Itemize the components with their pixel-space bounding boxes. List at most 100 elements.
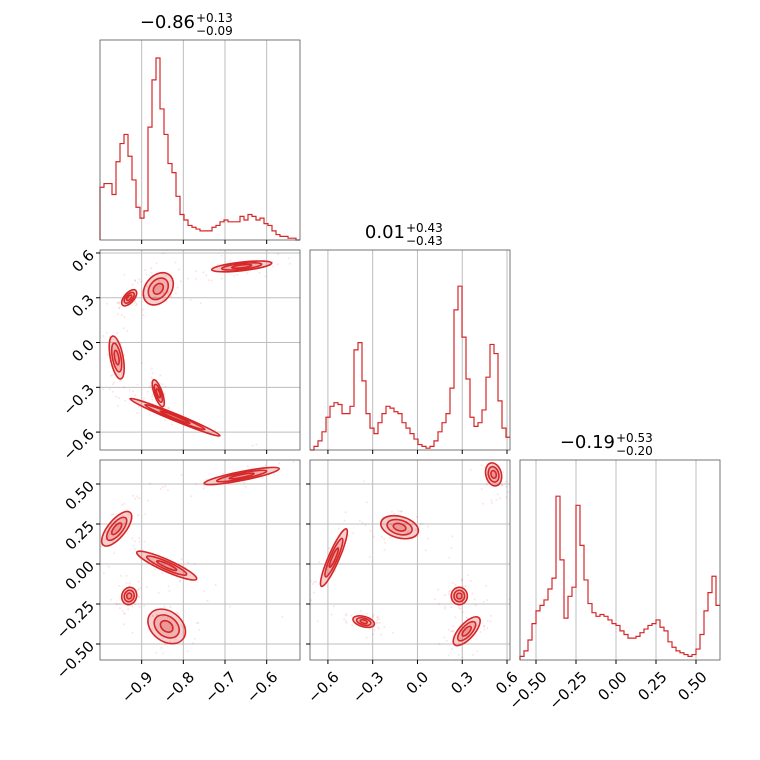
scatter-point (447, 593, 450, 595)
contour-1-0 (120, 288, 138, 307)
scatter-point (120, 314, 123, 317)
contour-5-2 (230, 263, 253, 269)
scatter-point (138, 596, 141, 599)
scatter-point (181, 626, 184, 629)
scatter-point (120, 371, 123, 374)
scatter-point (333, 605, 335, 608)
scatter-point (150, 376, 153, 379)
scatter-point (146, 499, 149, 502)
panel-frame (99, 39, 301, 241)
scatter-point (164, 274, 167, 277)
scatter-point (118, 302, 121, 305)
scatter-point (368, 627, 371, 630)
scatter-point (310, 580, 312, 583)
scatter-point (136, 589, 139, 592)
scatter-point (134, 279, 137, 282)
scatter-point (193, 637, 196, 640)
x-tick-label-1-0: −0.6 (304, 668, 342, 706)
scatter-point (102, 335, 105, 337)
scatter-point (120, 575, 122, 577)
scatter-point (373, 628, 376, 631)
x-tick-label-0-2: −0.7 (201, 668, 239, 706)
scatter-point (233, 274, 236, 277)
scatter-point (459, 607, 462, 610)
scatter-point (216, 264, 219, 266)
scatter-point (138, 606, 141, 608)
scatter-point (193, 563, 196, 566)
contour-2-2 (155, 559, 178, 572)
scatter-point (169, 640, 172, 643)
scatter-point (472, 653, 474, 656)
scatter-point (123, 386, 125, 389)
scatter-point (116, 365, 118, 368)
x-tick-label-2-3: 0.25 (634, 668, 670, 704)
scatter-point (365, 612, 368, 615)
x-tick-label-1-2: 0.0 (403, 668, 433, 698)
scatter-point (151, 615, 154, 618)
scatter-point (258, 272, 261, 274)
scatter-point (361, 521, 364, 524)
scatter-point (161, 383, 164, 386)
scatter-point (175, 292, 177, 295)
scatter-point (163, 392, 166, 395)
scatter-point (138, 278, 141, 281)
scatter-point (105, 331, 108, 334)
scatter-point (134, 497, 137, 500)
scatter-point (149, 482, 152, 485)
density-panel-1-0 (96, 249, 301, 454)
scatter-point (115, 603, 118, 606)
scatter-point (499, 497, 502, 500)
scatter-point (118, 603, 121, 605)
scatter-point (180, 558, 183, 561)
scatter-point (116, 302, 119, 304)
param-2-median: −0.19 (560, 432, 615, 453)
scatter-point (402, 517, 405, 520)
scatter-point (426, 537, 429, 540)
scatter-point (447, 654, 450, 657)
scatter-point (390, 523, 393, 526)
scatter-point (187, 277, 189, 280)
scatter-point (376, 622, 379, 624)
scatter-point (452, 629, 455, 632)
scatter-point (334, 570, 337, 572)
scatter-point (480, 464, 483, 467)
scatter-point (330, 613, 333, 616)
scatter-point (443, 607, 446, 610)
scatter-point (490, 501, 493, 504)
panel-background (310, 460, 510, 660)
scatter-point (138, 405, 140, 408)
scatter-point (243, 481, 246, 484)
scatter-point (485, 483, 488, 486)
scatter-point (137, 588, 140, 591)
scatter-point (307, 599, 309, 601)
scatter-point (164, 405, 167, 408)
scatter-point (389, 536, 392, 539)
scatter-point (151, 614, 154, 617)
scatter-point (187, 561, 190, 564)
scatter-point (210, 279, 213, 282)
scatter-point (484, 454, 486, 456)
param-1-minus-error: −0.43 (406, 234, 443, 248)
scatter-point (136, 281, 139, 284)
scatter-point (102, 572, 105, 575)
scatter-point (135, 302, 138, 305)
scatter-point (110, 598, 113, 601)
scatter-point (107, 353, 109, 356)
scatter-point (159, 374, 162, 377)
scatter-point (167, 407, 170, 410)
scatter-point (107, 565, 110, 568)
scatter-point (407, 530, 410, 533)
scatter-point (313, 591, 316, 594)
y-tick-label-2-0: −0.50 (53, 637, 98, 682)
scatter-point (157, 409, 160, 412)
scatter-point (128, 582, 131, 585)
y-tick-label-2-3: 0.25 (62, 517, 98, 553)
scatter-point (372, 535, 375, 538)
scatter-point (166, 616, 169, 619)
scatter-point (134, 394, 137, 397)
scatter-point (131, 631, 134, 634)
contour-2-1 (147, 277, 170, 301)
scatter-point (482, 502, 485, 505)
contour-3-2 (155, 388, 162, 399)
scatter-point (202, 487, 205, 490)
